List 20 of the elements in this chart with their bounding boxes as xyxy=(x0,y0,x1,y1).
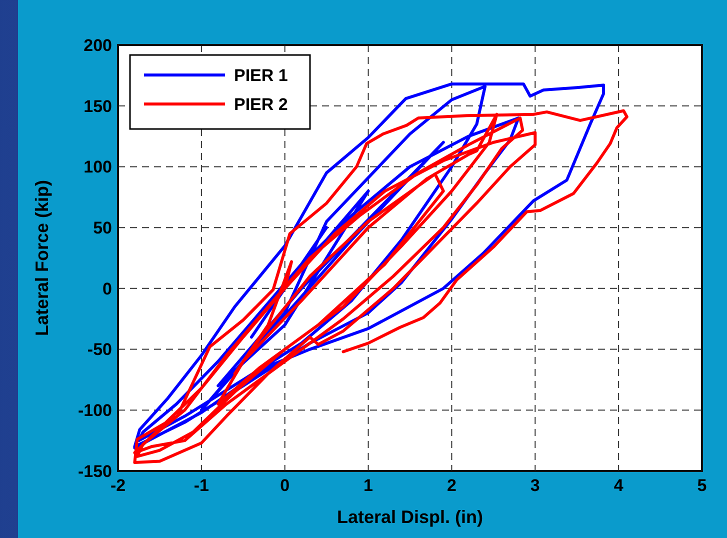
x-tick-label: 4 xyxy=(614,476,624,495)
x-tick-label: 1 xyxy=(364,476,374,495)
x-tick-label: 5 xyxy=(697,476,707,495)
x-axis-title: Lateral Displ. (in) xyxy=(336,507,484,527)
x-tick-label: -2 xyxy=(110,476,126,495)
x-tick-label: -1 xyxy=(194,476,209,495)
y-tick-label: 100 xyxy=(84,158,112,177)
y-tick-label: 0 xyxy=(102,279,112,298)
x-tick-label: 2 xyxy=(446,476,456,495)
y-tick-label: 200 xyxy=(84,36,112,55)
legend-label: PIER 2 xyxy=(234,94,288,114)
x-tick-label: 3 xyxy=(530,476,540,495)
y-tick-label: -150 xyxy=(78,462,112,481)
y-tick-label: 150 xyxy=(84,96,112,116)
y-tick-label: -50 xyxy=(87,340,112,360)
x-tick-label: 0 xyxy=(280,476,290,495)
y-tick-label: 50 xyxy=(93,218,112,238)
y-tick-label: -100 xyxy=(78,401,112,420)
legend-label: PIER 1 xyxy=(234,66,288,85)
y-axis-title: Lateral Force (kip) xyxy=(32,180,52,336)
